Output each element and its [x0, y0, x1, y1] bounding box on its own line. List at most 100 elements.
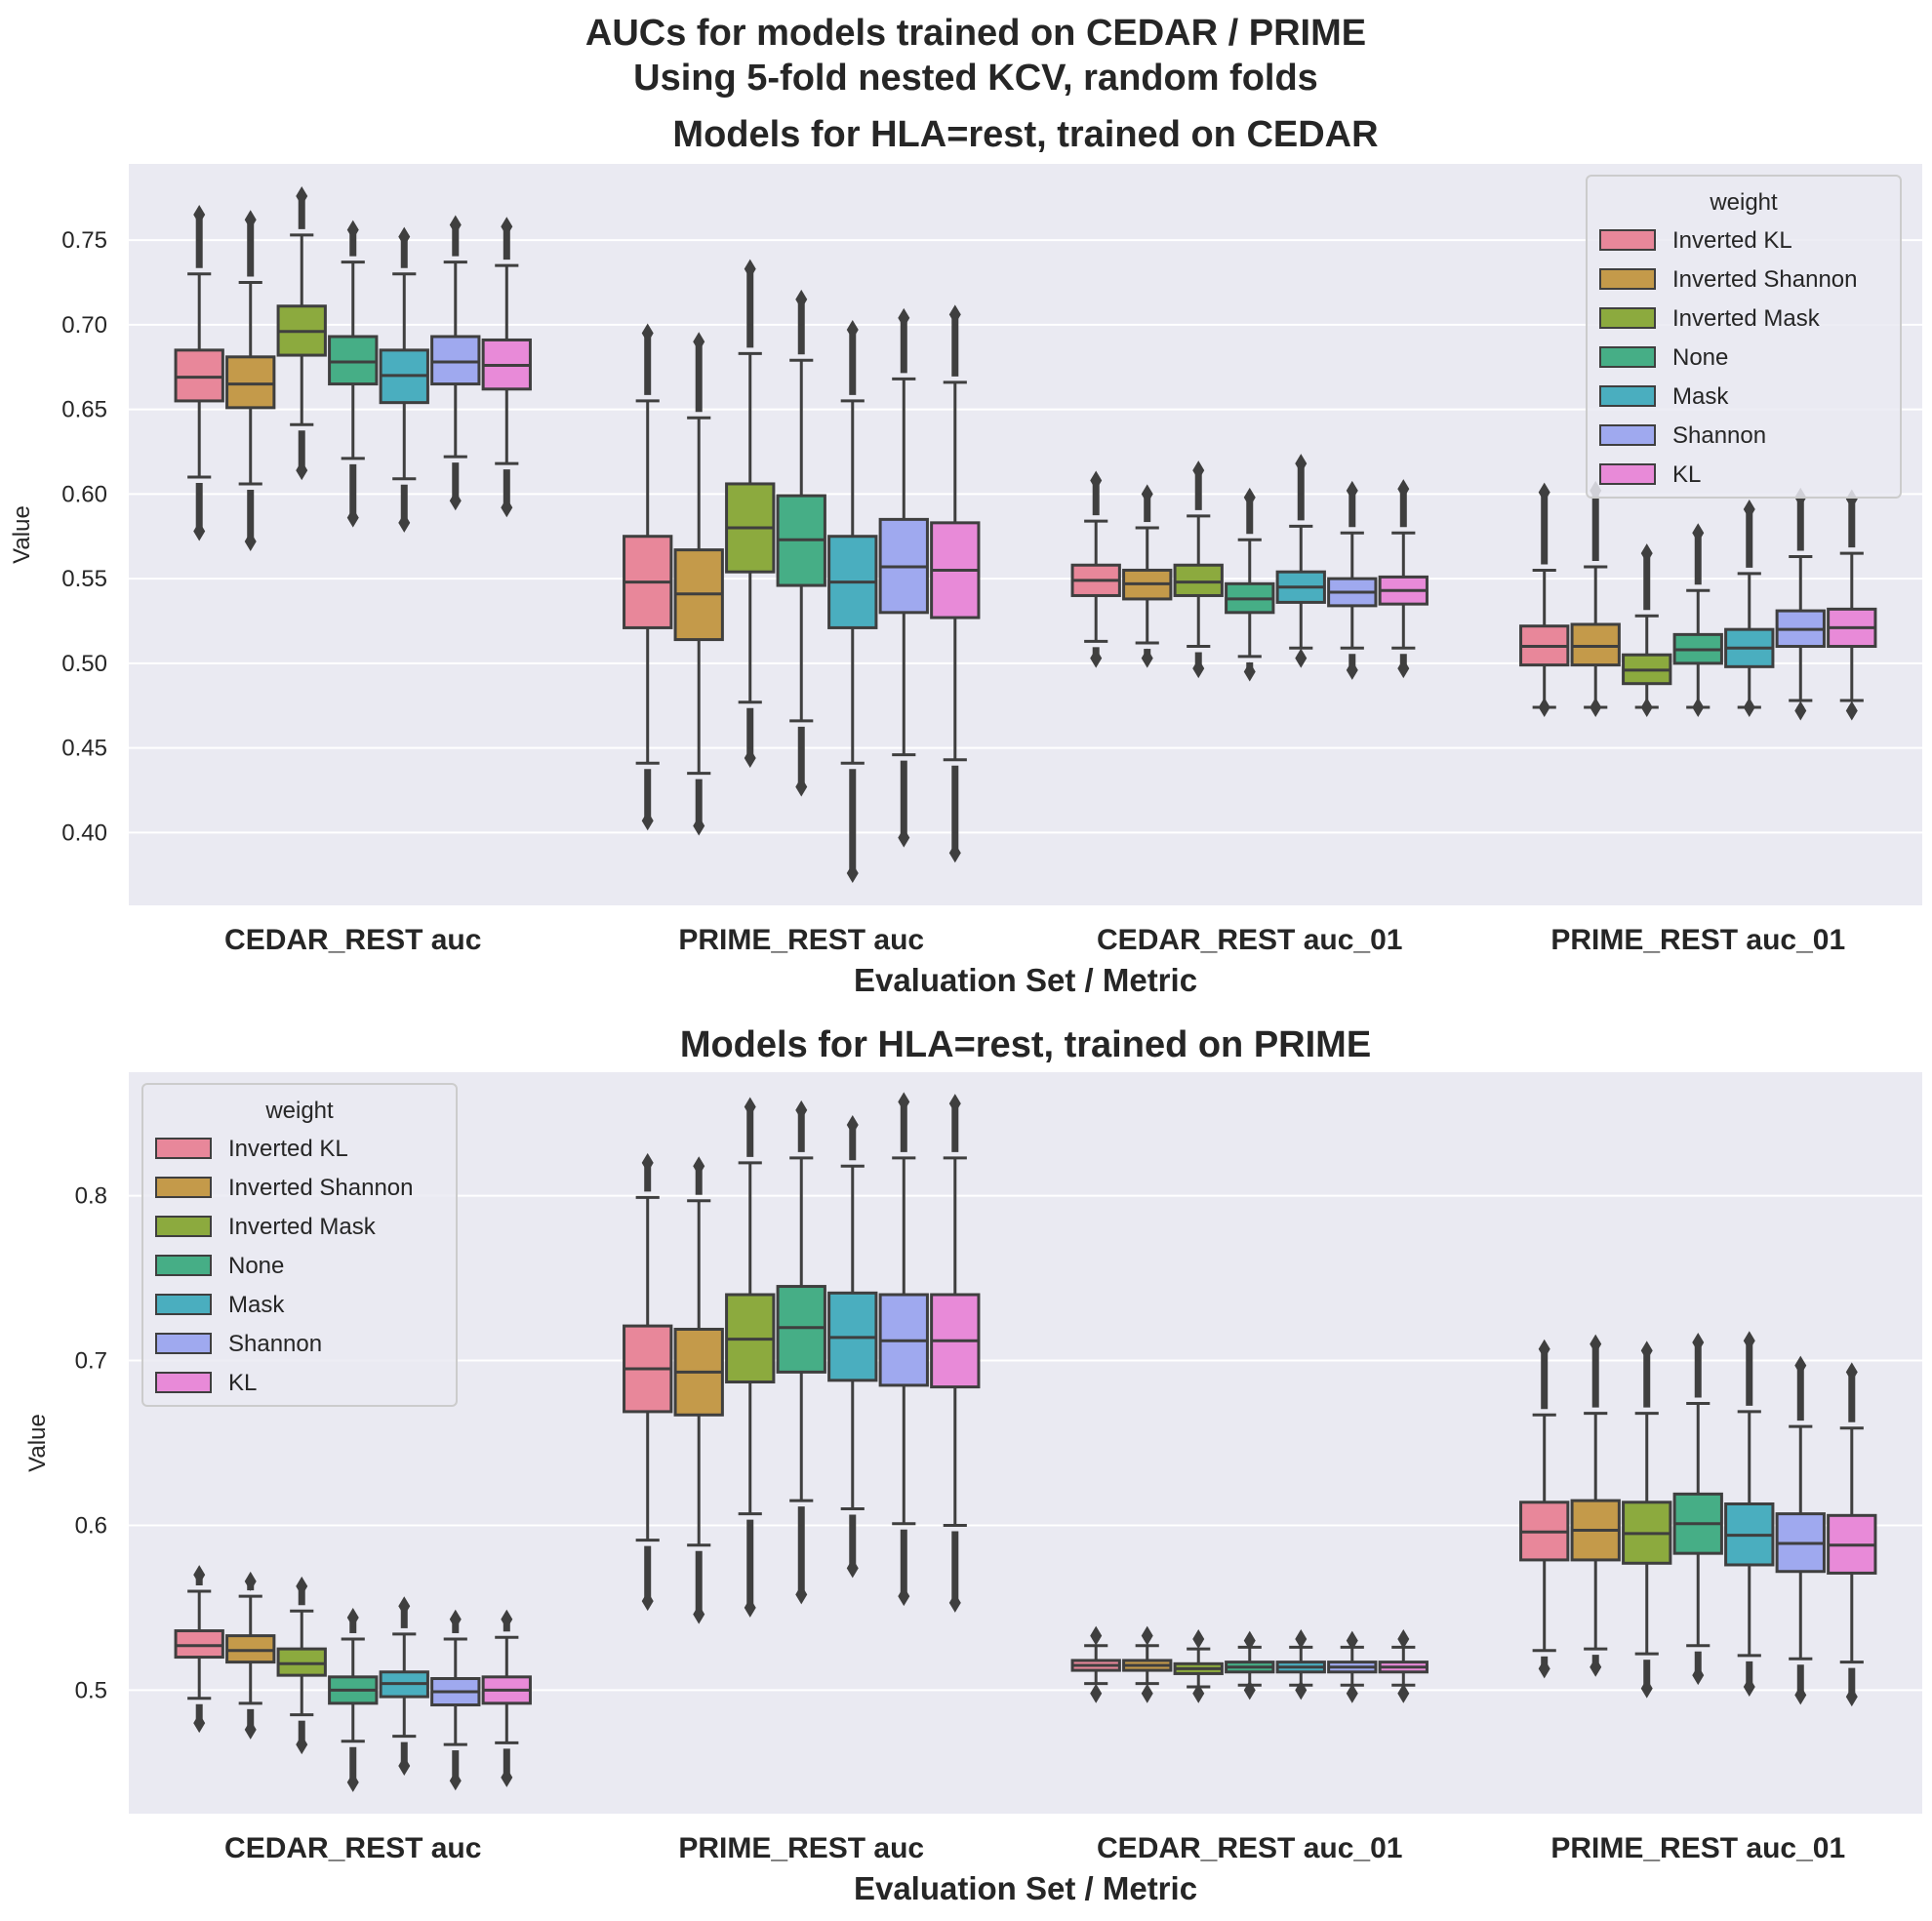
outlier-marker [501, 498, 513, 518]
outlier-marker [1692, 523, 1705, 543]
y-axis-label: Value [9, 505, 35, 564]
outlier-marker [244, 1571, 257, 1591]
outlier-marker [1192, 659, 1205, 679]
outlier-marker [1397, 659, 1410, 679]
y-tick-label: 0.40 [61, 820, 107, 846]
outlier-marker [1090, 1625, 1103, 1646]
outlier-marker [641, 811, 654, 831]
box [225, 355, 276, 410]
outlier-marker [1192, 1683, 1205, 1703]
legend-label: Shannon [1672, 422, 1766, 449]
box [776, 1285, 826, 1374]
x-tick-label: CEDAR_REST auc [224, 924, 481, 956]
outlier-marker [398, 1596, 411, 1617]
outlier-marker [346, 507, 359, 528]
outlier-marker [1538, 697, 1550, 717]
outlier-marker [1590, 697, 1602, 717]
y-tick-label: 0.5 [75, 1677, 107, 1703]
box [174, 348, 224, 403]
suptitle-line-1: AUCs for models trained on CEDAR / PRIME [585, 13, 1366, 54]
outlier-marker [1090, 1683, 1103, 1703]
legend-label: Inverted Shannon [228, 1175, 413, 1201]
outlier-marker [1743, 1331, 1755, 1351]
legend-label: KL [228, 1370, 257, 1396]
outlier-marker [1590, 1334, 1602, 1354]
legend-label: Shannon [228, 1331, 322, 1357]
outlier-marker [1845, 700, 1858, 721]
legend-label: Inverted Mask [228, 1214, 377, 1240]
outlier-marker [744, 1597, 756, 1618]
outlier-marker [1397, 1628, 1410, 1649]
legend-label: Inverted KL [228, 1136, 348, 1162]
outlier-marker [795, 289, 808, 309]
legend-label: Inverted Shannon [1672, 266, 1857, 293]
x-axis-label: Evaluation Set / Metric [854, 1870, 1197, 1906]
y-tick-label: 0.8 [75, 1183, 107, 1210]
outlier-marker [948, 1592, 961, 1613]
box [430, 335, 481, 386]
box [1570, 622, 1621, 667]
outlier-marker [1794, 1355, 1807, 1376]
outlier-marker [1640, 543, 1653, 564]
outlier-marker [641, 1591, 654, 1612]
outlier-marker [1346, 480, 1358, 500]
x-tick-label: PRIME_REST auc_01 [1550, 924, 1845, 956]
outlier-marker [1243, 1630, 1256, 1651]
outlier-marker [398, 1756, 411, 1777]
outlier-marker [398, 226, 411, 247]
legend-label: Mask [228, 1292, 285, 1318]
outlier-marker [641, 1152, 654, 1173]
panel-title: Models for HLA=rest, trained on PRIME [680, 1024, 1371, 1065]
outlier-marker [1743, 1676, 1755, 1697]
outlier-marker [1538, 1339, 1550, 1359]
y-tick-label: 0.6 [75, 1512, 107, 1539]
outlier-marker [193, 521, 206, 541]
outlier-marker [1692, 1665, 1705, 1686]
outlier-marker [898, 307, 910, 328]
outlier-marker [501, 1767, 513, 1787]
x-tick-label: CEDAR_REST auc_01 [1097, 924, 1402, 956]
outlier-marker [1141, 648, 1153, 668]
legend-swatch [1599, 268, 1656, 290]
outlier-marker [1192, 1628, 1205, 1649]
legend-swatch [1599, 385, 1656, 407]
outlier-marker [1141, 1683, 1153, 1703]
outlier-marker [1692, 1332, 1705, 1352]
outlier-marker [296, 1576, 308, 1596]
legend-title: weight [264, 1098, 334, 1124]
legend-title: weight [1709, 189, 1778, 216]
outlier-marker [244, 531, 257, 551]
outlier-marker [846, 1558, 859, 1579]
outlier-marker [795, 1584, 808, 1605]
outlier-marker [1845, 1687, 1858, 1707]
outlier-marker [193, 1713, 206, 1734]
outlier-marker [449, 491, 462, 511]
outlier-marker [1346, 1630, 1358, 1651]
outlier-marker [1243, 487, 1256, 507]
legend-swatch [1599, 424, 1656, 446]
box [276, 1647, 327, 1677]
legend-swatch [1599, 229, 1656, 251]
outlier-marker [501, 217, 513, 237]
y-tick-label: 0.45 [61, 736, 107, 762]
outlier-marker [244, 1719, 257, 1740]
outlier-marker [1295, 1628, 1308, 1649]
box [225, 1634, 276, 1664]
y-tick-label: 0.7 [75, 1348, 107, 1375]
outlier-marker [193, 1565, 206, 1585]
outlier-marker [1640, 1341, 1653, 1361]
legend-label: Inverted Mask [1672, 305, 1821, 332]
x-tick-label: PRIME_REST auc [678, 1832, 924, 1864]
y-tick-label: 0.60 [61, 481, 107, 507]
outlier-marker [449, 1609, 462, 1629]
suptitle-line-2: Using 5-fold nested KCV, random folds [633, 58, 1318, 99]
outlier-marker [346, 1772, 359, 1792]
outlier-marker [948, 843, 961, 863]
box [328, 335, 379, 386]
box [174, 1629, 224, 1660]
legend-swatch [1599, 307, 1656, 329]
outlier-marker [693, 816, 705, 836]
legend-swatch [1599, 346, 1656, 368]
outlier-marker [1845, 1362, 1858, 1382]
outlier-marker [948, 1094, 961, 1114]
